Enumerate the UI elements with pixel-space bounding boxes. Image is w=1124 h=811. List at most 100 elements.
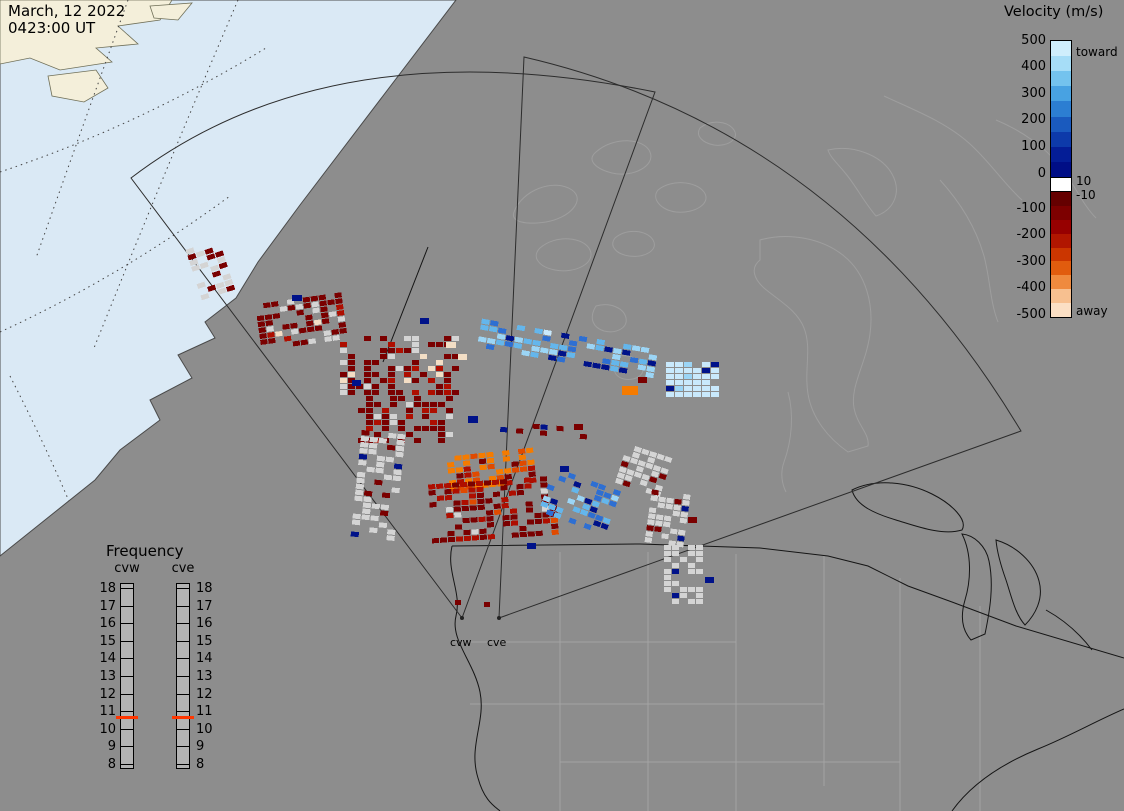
echo-cell: [672, 551, 679, 556]
velocity-color-segment: [1051, 303, 1071, 318]
echo-cell: [597, 483, 607, 491]
echo-cell: [696, 545, 703, 550]
echo-cell: [560, 466, 569, 472]
echo-cell: [693, 374, 701, 379]
frequency-tick-line: [120, 588, 134, 589]
echo-cell: [428, 342, 435, 347]
echo-cell: [390, 396, 397, 401]
echo-cell: [684, 386, 692, 391]
timestamp: March, 12 2022 0423:00 UT: [8, 3, 125, 37]
echo-cell: [404, 336, 411, 341]
echo-cell: [430, 402, 437, 407]
echo-cell: [366, 438, 373, 443]
echo-cell: [381, 492, 391, 499]
echo-cell: [601, 364, 610, 371]
echo-cell: [539, 430, 548, 436]
echo-cell: [614, 477, 624, 485]
echo-cell: [638, 358, 648, 365]
echo-cell: [397, 433, 406, 440]
echo-cell: [376, 455, 386, 462]
echo-cell: [680, 587, 687, 592]
echo-cell: [684, 374, 692, 379]
echo-cell: [359, 441, 369, 448]
echo-cell: [645, 462, 654, 470]
radar-site-marker-cve: [497, 616, 501, 620]
echo-cell: [658, 473, 667, 481]
echo-cell: [390, 414, 397, 419]
velocity-color-segment: [1051, 131, 1071, 147]
echo-cell: [422, 402, 429, 407]
echo-cell: [211, 270, 222, 278]
echo-cell: [187, 253, 197, 261]
echo-cell: [551, 523, 559, 530]
velocity-tick-label: 400: [1021, 59, 1046, 74]
frequency-tick-line: [176, 676, 190, 677]
echo-cell: [641, 448, 650, 456]
echo-cell: [549, 342, 559, 350]
echo-cell: [680, 593, 687, 598]
echo-cell: [327, 299, 335, 306]
echo-cell: [456, 473, 464, 479]
echo-cell: [452, 482, 460, 488]
velocity-tick-label: 0: [1037, 166, 1046, 181]
velocity-legend-title: Velocity (m/s): [1004, 4, 1104, 20]
echo-cell: [398, 420, 405, 425]
echo-cell: [340, 360, 347, 365]
echo-cell: [618, 466, 627, 474]
echo-cell: [372, 384, 379, 389]
echo-cell: [665, 503, 674, 510]
echo-cell: [290, 328, 299, 335]
echo-cell: [501, 502, 509, 509]
frequency-tick-label: 14: [99, 651, 116, 667]
echo-cell: [646, 525, 654, 532]
echo-cell: [436, 483, 444, 489]
echo-cell: [630, 457, 639, 465]
echo-cell: [548, 348, 558, 356]
echo-cell: [489, 320, 499, 327]
echo-cell: [672, 569, 679, 574]
echo-cell: [319, 300, 327, 307]
echo-cell: [398, 396, 405, 401]
frequency-tick-label: 8: [196, 757, 205, 772]
echo-cell: [436, 390, 443, 395]
frequency-tick-line: [176, 764, 190, 765]
echo-cell: [260, 339, 268, 345]
echo-cell: [664, 581, 671, 586]
echo-cell: [452, 366, 459, 371]
echo-cell: [502, 450, 510, 456]
echo-cell: [527, 531, 535, 537]
echo-cell: [336, 310, 345, 316]
echo-cell: [501, 496, 509, 503]
radar-label-cve: cve: [487, 636, 507, 649]
echo-cell: [292, 340, 301, 347]
echo-cell: [674, 498, 682, 505]
echo-cell: [396, 366, 403, 371]
echo-cell: [583, 523, 592, 531]
echo-cell: [633, 471, 643, 479]
echo-cell: [693, 368, 701, 373]
echo-cell: [471, 535, 480, 541]
echo-cell: [444, 390, 451, 395]
echo-cell: [378, 522, 388, 529]
echo-cell: [514, 336, 524, 343]
echo-cell: [467, 481, 476, 487]
echo-cell: [519, 460, 527, 467]
echo-cell: [551, 529, 559, 536]
echo-cell: [372, 372, 379, 377]
echo-cell: [601, 497, 610, 505]
echo-cell: [600, 522, 609, 530]
velocity-color-segment: [1051, 116, 1071, 132]
echo-cell: [323, 330, 332, 337]
echo-cell: [637, 364, 647, 371]
echo-cell: [444, 378, 451, 383]
echo-cell: [702, 386, 710, 391]
echo-cell: [650, 470, 660, 478]
echo-cell: [388, 366, 395, 371]
echo-cell: [356, 384, 363, 389]
echo-cell: [558, 475, 567, 483]
echo-cell: [328, 311, 337, 318]
echo-cell: [664, 587, 671, 592]
echo-cell: [500, 485, 508, 491]
echo-cell: [650, 495, 659, 502]
velocity-color-segment: [1051, 233, 1071, 248]
